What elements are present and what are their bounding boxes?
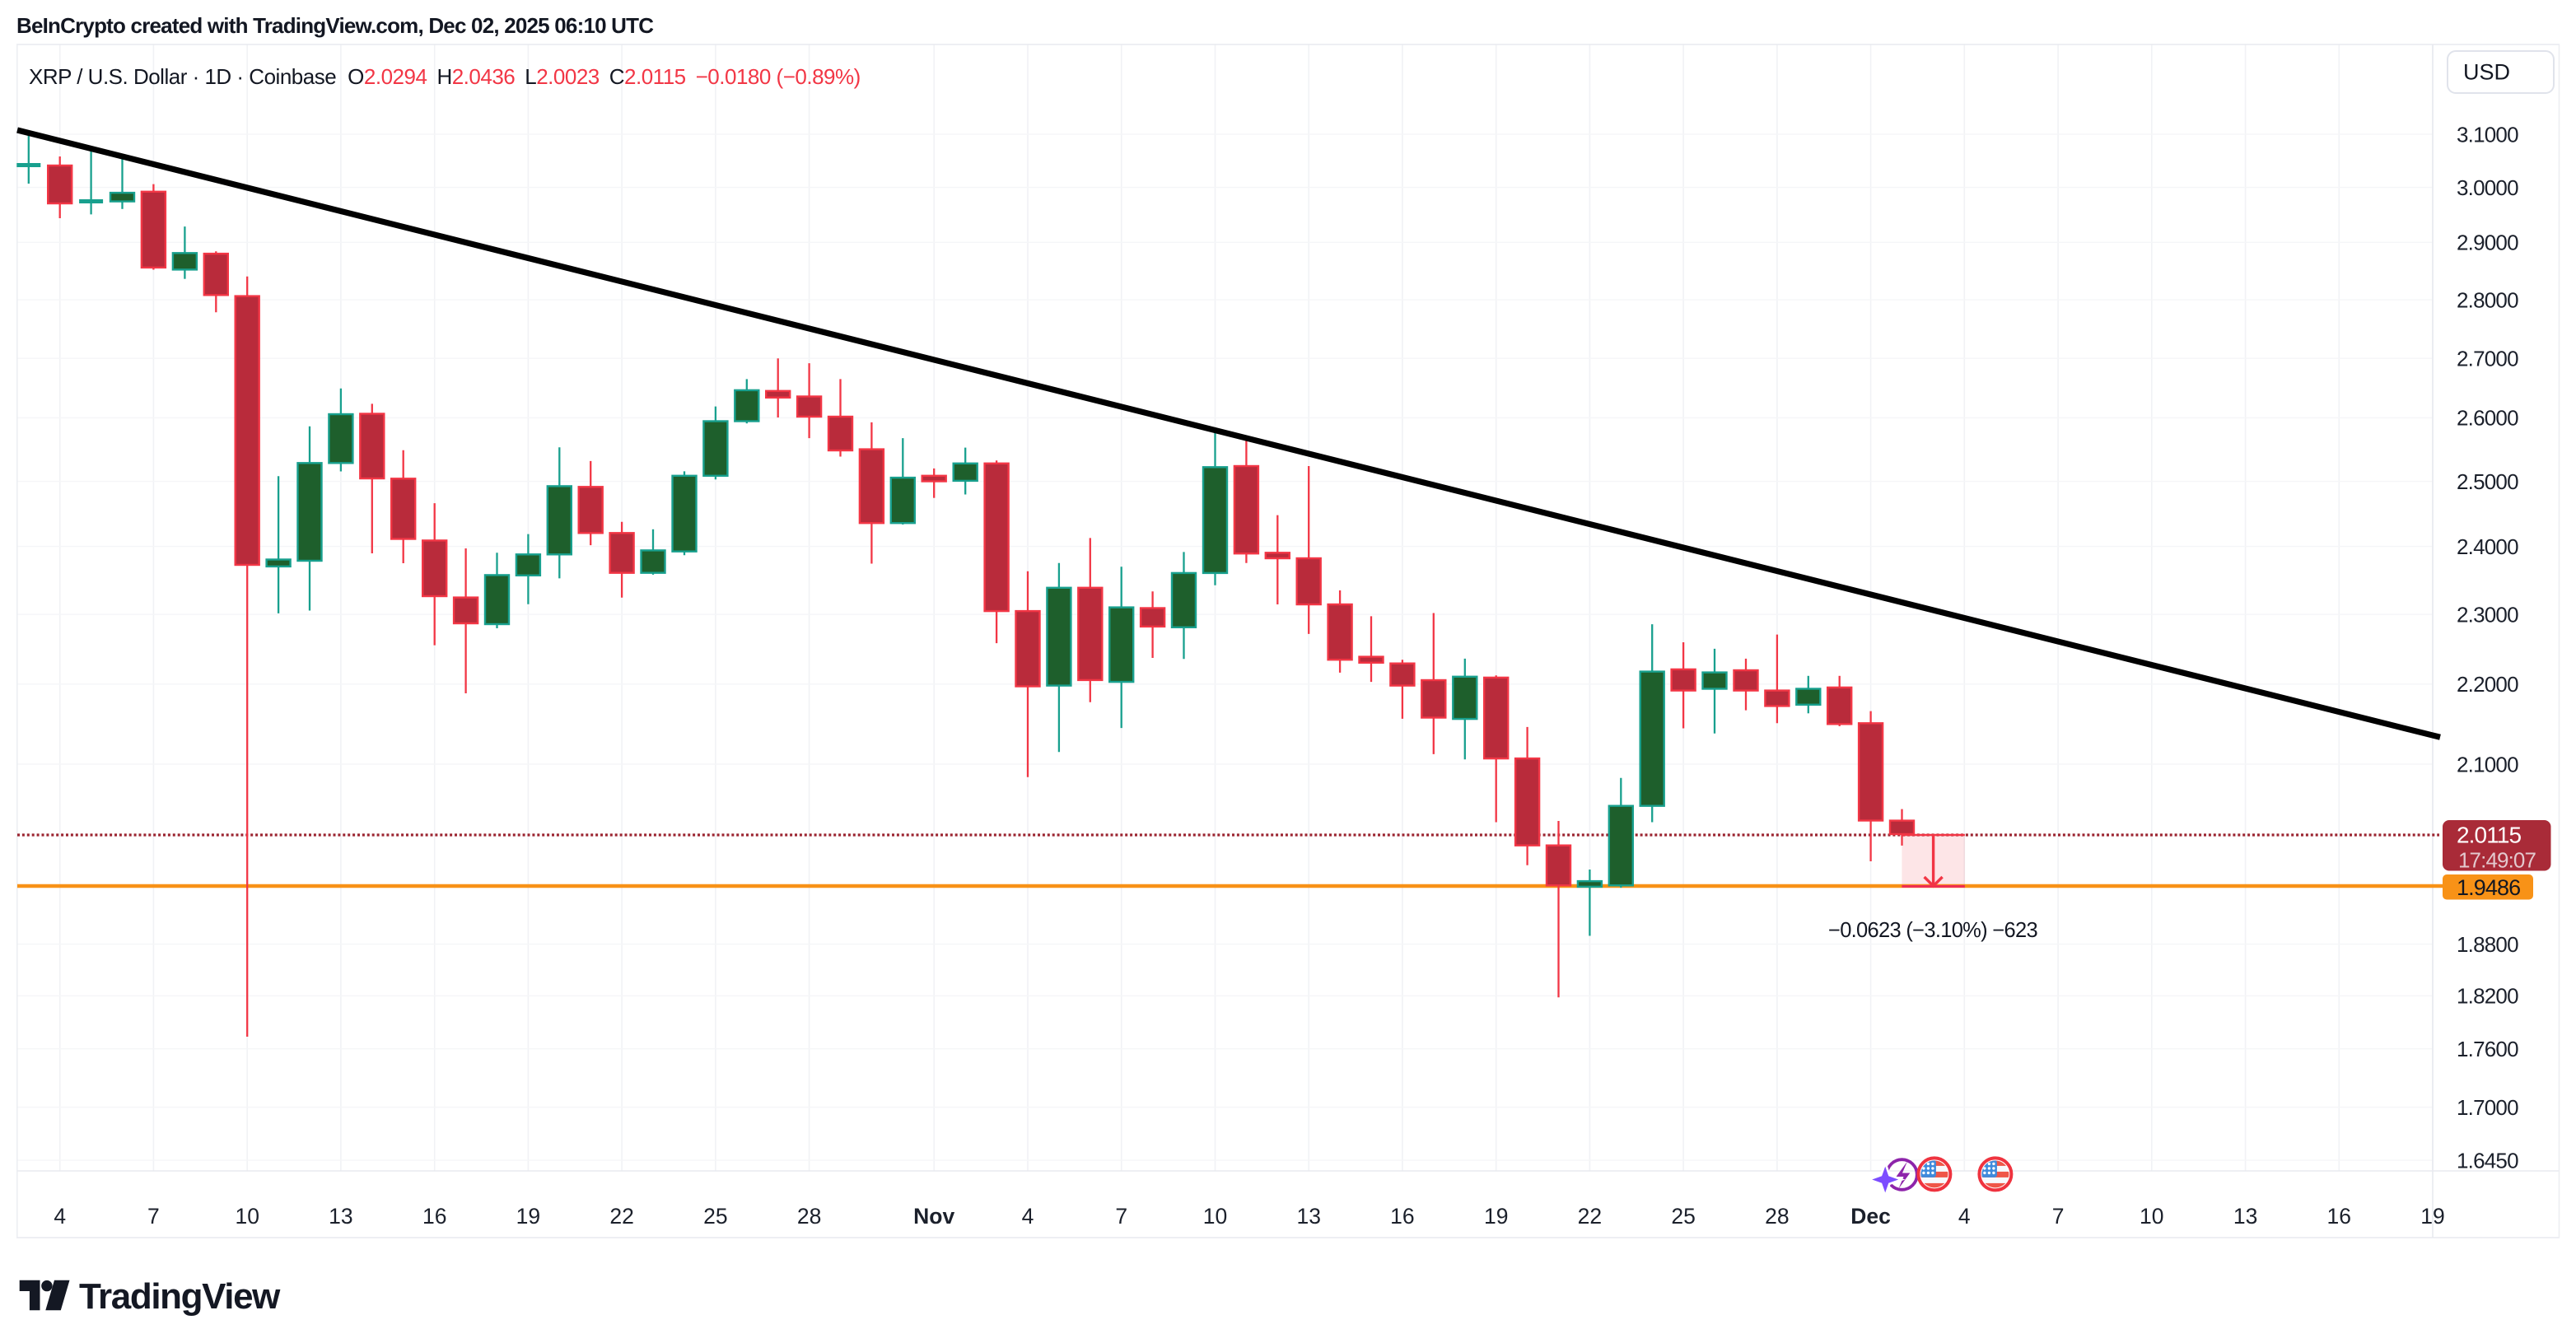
svg-text:2.3000: 2.3000 <box>2457 603 2518 627</box>
svg-text:25: 25 <box>1671 1204 1695 1229</box>
svg-text:28: 28 <box>797 1204 821 1229</box>
svg-text:19: 19 <box>1484 1204 1508 1229</box>
svg-text:22: 22 <box>609 1204 633 1229</box>
svg-text:1.6450: 1.6450 <box>2457 1148 2518 1173</box>
svg-text:4: 4 <box>1958 1204 1971 1229</box>
svg-text:2.2000: 2.2000 <box>2457 672 2518 697</box>
svg-text:BeInCrypto created with Tradin: BeInCrypto created with TradingView.com,… <box>16 13 654 38</box>
svg-text:TradingView: TradingView <box>79 1276 281 1317</box>
svg-text:XRP / U.S. Dollar · 1D · Coinb: XRP / U.S. Dollar · 1D · Coinbase O2.0294… <box>29 64 861 89</box>
svg-text:2.7000: 2.7000 <box>2457 347 2518 371</box>
svg-text:28: 28 <box>1765 1204 1789 1229</box>
svg-text:13: 13 <box>1296 1204 1320 1229</box>
svg-text:7: 7 <box>1115 1204 1127 1229</box>
svg-text:1.8200: 1.8200 <box>2457 984 2518 1009</box>
svg-text:10: 10 <box>2140 1204 2163 1229</box>
svg-text:Nov: Nov <box>913 1204 954 1229</box>
svg-text:1.8800: 1.8800 <box>2457 932 2518 957</box>
svg-text:7: 7 <box>147 1204 160 1229</box>
svg-text:16: 16 <box>2327 1204 2351 1229</box>
svg-text:1.7600: 1.7600 <box>2457 1037 2518 1061</box>
svg-text:22: 22 <box>1578 1204 1602 1229</box>
svg-text:2.8000: 2.8000 <box>2457 287 2518 312</box>
svg-text:3.1000: 3.1000 <box>2457 122 2518 147</box>
svg-text:2.5000: 2.5000 <box>2457 469 2518 494</box>
svg-text:10: 10 <box>235 1204 259 1229</box>
svg-text:3.0000: 3.0000 <box>2457 175 2518 200</box>
svg-text:1.9486: 1.9486 <box>2457 875 2520 900</box>
svg-text:25: 25 <box>703 1204 727 1229</box>
svg-text:2.4000: 2.4000 <box>2457 534 2518 559</box>
svg-text:2.6000: 2.6000 <box>2457 406 2518 431</box>
svg-text:USD: USD <box>2463 60 2510 85</box>
svg-text:17:49:07: 17:49:07 <box>2458 848 2536 873</box>
svg-text:7: 7 <box>2052 1204 2065 1229</box>
svg-text:13: 13 <box>329 1204 352 1229</box>
svg-text:10: 10 <box>1203 1204 1227 1229</box>
svg-text:4: 4 <box>1022 1204 1034 1229</box>
svg-text:−0.0623 (−3.10%) −623: −0.0623 (−3.10%) −623 <box>1828 919 2037 942</box>
svg-text:4: 4 <box>54 1204 66 1229</box>
svg-text:2.0115: 2.0115 <box>2457 823 2521 848</box>
svg-text:19: 19 <box>516 1204 540 1229</box>
svg-text:1.7000: 1.7000 <box>2457 1095 2518 1120</box>
svg-text:13: 13 <box>2233 1204 2257 1229</box>
svg-text:16: 16 <box>422 1204 446 1229</box>
svg-text:16: 16 <box>1390 1204 1414 1229</box>
svg-text:Dec: Dec <box>1850 1204 1891 1229</box>
svg-text:2.1000: 2.1000 <box>2457 752 2518 776</box>
svg-text:2.9000: 2.9000 <box>2457 231 2518 255</box>
svg-text:19: 19 <box>2420 1204 2444 1229</box>
